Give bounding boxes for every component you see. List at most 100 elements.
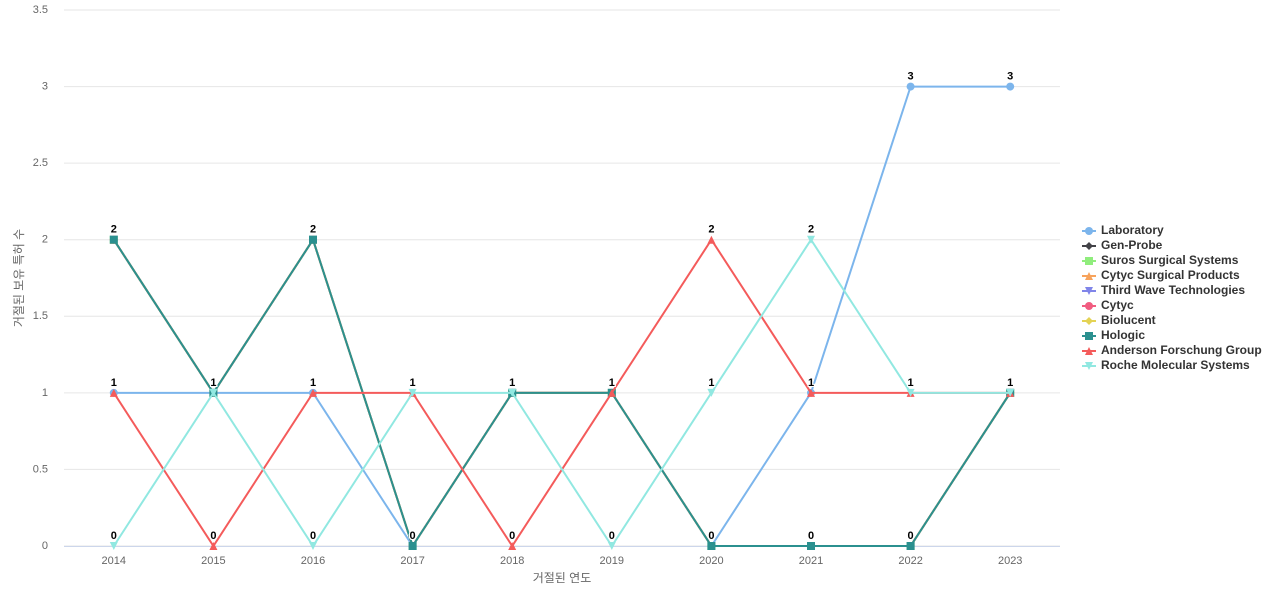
data-label: 1 xyxy=(210,377,216,389)
data-label: 2 xyxy=(111,224,117,236)
marker xyxy=(508,542,517,550)
data-label: 1 xyxy=(609,377,615,389)
legend-label: Third Wave Technologies xyxy=(1101,283,1245,297)
data-label: 1 xyxy=(410,377,416,389)
data-label: 0 xyxy=(708,530,714,542)
marker xyxy=(1085,272,1093,280)
data-label: 0 xyxy=(708,530,714,542)
data-label: 1 xyxy=(210,377,216,389)
data-label: 1 xyxy=(509,377,515,389)
data-label: 2 xyxy=(808,224,814,236)
marker xyxy=(906,388,915,397)
data-label: 1 xyxy=(609,377,615,389)
marker xyxy=(807,388,815,397)
data-label: 1 xyxy=(509,377,515,389)
marker xyxy=(109,235,118,244)
y-tick-label: 3 xyxy=(42,80,48,92)
data-label: 1 xyxy=(1007,377,1013,389)
x-tick-label: 2021 xyxy=(799,555,823,567)
data-label: 2 xyxy=(310,224,316,236)
data-label: 1 xyxy=(1007,377,1013,389)
data-label: 0 xyxy=(908,530,914,542)
legend-label: Gen-Probe xyxy=(1101,238,1163,252)
data-label: 3 xyxy=(1007,70,1013,82)
marker xyxy=(1006,82,1015,91)
marker xyxy=(707,235,716,244)
data-label: 0 xyxy=(609,530,615,542)
data-label: 2 xyxy=(310,224,316,236)
data-label: 0 xyxy=(708,530,714,542)
series-line xyxy=(112,237,1012,549)
y-tick-label: 0.5 xyxy=(33,463,48,475)
marker xyxy=(607,542,616,550)
data-label: 1 xyxy=(908,377,914,389)
marker xyxy=(807,235,815,244)
data-label: 0 xyxy=(509,530,515,542)
marker xyxy=(607,388,616,397)
legend-label: Biolucent xyxy=(1101,313,1156,327)
data-label: 0 xyxy=(410,530,416,542)
data-label: 0 xyxy=(410,530,416,542)
data-label: 2 xyxy=(310,224,316,236)
x-tick-label: 2022 xyxy=(898,555,922,567)
data-label: 0 xyxy=(708,530,714,542)
data-label: 1 xyxy=(210,377,216,389)
data-label: 0 xyxy=(808,530,814,542)
y-tick-label: 1.5 xyxy=(33,310,48,322)
x-tick-label: 2014 xyxy=(102,555,126,567)
x-tick-label: 2016 xyxy=(301,555,325,567)
x-tick-label: 2018 xyxy=(500,555,524,567)
data-label: 1 xyxy=(609,377,615,389)
data-label: 0 xyxy=(908,530,914,542)
data-label: 1 xyxy=(509,377,515,389)
data-label: 1 xyxy=(609,377,615,389)
data-label: 1 xyxy=(1007,377,1013,389)
data-label: 1 xyxy=(808,377,814,389)
marker xyxy=(1006,388,1015,397)
data-label: 2 xyxy=(111,224,117,236)
marker xyxy=(1085,287,1093,295)
data-label: 2 xyxy=(111,224,117,236)
legend-label: Cytyc xyxy=(1101,298,1134,312)
data-label: 1 xyxy=(509,377,515,389)
data-label: 1 xyxy=(509,377,515,389)
data-label: 0 xyxy=(908,530,914,542)
marker xyxy=(109,388,118,397)
data-label: 1 xyxy=(210,377,216,389)
marker xyxy=(707,388,716,397)
data-label: 1 xyxy=(210,377,216,389)
marker xyxy=(408,388,417,397)
legend-label: Roche Molecular Systems xyxy=(1101,358,1250,372)
data-label: 0 xyxy=(808,530,814,542)
data-label: 0 xyxy=(808,530,814,542)
data-label: 1 xyxy=(1007,377,1013,389)
data-label: 0 xyxy=(808,530,814,542)
data-label: 2 xyxy=(310,224,316,236)
marker xyxy=(1085,302,1093,310)
y-tick-label: 2 xyxy=(42,234,48,246)
y-axis-title: 거절된 보유 특허 수 xyxy=(12,229,26,327)
data-label: 0 xyxy=(908,530,914,542)
marker xyxy=(906,542,915,550)
data-label: 1 xyxy=(509,377,515,389)
x-tick-label: 2017 xyxy=(400,555,424,567)
data-label: 1 xyxy=(210,377,216,389)
legend-label: Suros Surgical Systems xyxy=(1101,253,1239,267)
data-label: 1 xyxy=(708,377,714,389)
data-label: 2 xyxy=(111,224,117,236)
data-label: 0 xyxy=(708,530,714,542)
data-label: 1 xyxy=(1007,377,1013,389)
data-label: 0 xyxy=(310,530,316,542)
data-label: 1 xyxy=(1007,377,1013,389)
marker xyxy=(1085,332,1093,340)
data-label: 2 xyxy=(310,224,316,236)
data-label: 1 xyxy=(509,377,515,389)
y-tick-label: 3.5 xyxy=(33,4,48,16)
data-label: 0 xyxy=(808,530,814,542)
data-label: 0 xyxy=(111,530,117,542)
data-label: 2 xyxy=(111,224,117,236)
y-tick-label: 0 xyxy=(42,540,48,552)
marker xyxy=(1085,347,1093,355)
data-label: 2 xyxy=(310,224,316,236)
